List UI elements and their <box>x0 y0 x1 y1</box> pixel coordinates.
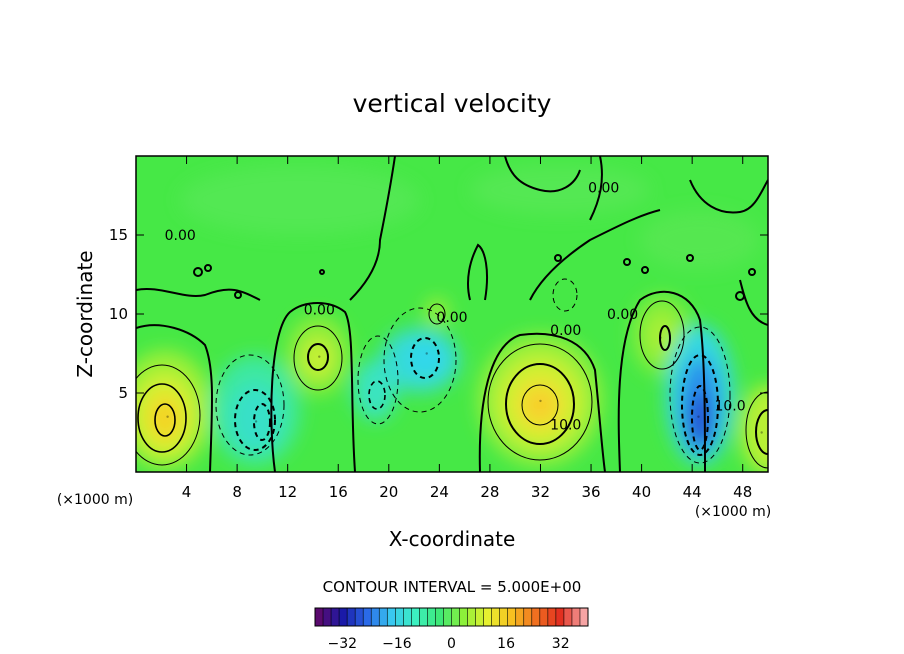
contour-label: 0.00 <box>550 323 581 339</box>
colorbar-swatch <box>323 608 332 626</box>
colorbar-swatch <box>315 608 324 626</box>
x-tick-label: 12 <box>278 483 297 501</box>
colorbar-tick-label: 0 <box>447 636 456 652</box>
x-tick-label: 44 <box>683 483 702 501</box>
x-tick-label: 8 <box>232 483 242 501</box>
colorbar-tick-label: −32 <box>328 636 358 652</box>
colorbar-swatch <box>571 608 581 626</box>
extremum-point <box>368 399 372 403</box>
colorbar-swatch <box>419 608 428 626</box>
extremum-point <box>166 415 169 418</box>
x-unit-left: (×1000 m) <box>57 492 133 508</box>
x-tick-label: 24 <box>430 483 449 501</box>
colorbar-swatch <box>339 608 348 626</box>
colorbar-swatch <box>331 608 340 626</box>
colorbar-swatch <box>555 608 565 626</box>
colorbar-swatch <box>539 608 549 626</box>
x-unit-right: (×1000 m) <box>695 504 771 520</box>
contour-labels: 0.00 0.00 0.00 0.00 0.00 0.00 10.0 10.0 <box>165 181 746 434</box>
x-tick-label: 40 <box>632 483 651 501</box>
x-tick-label: 48 <box>733 483 752 501</box>
contour-label: 0.00 <box>588 181 619 197</box>
x-axis: 4 8 12 16 20 24 28 32 36 40 44 48 <box>182 156 752 501</box>
colorbar-swatch <box>547 608 557 626</box>
colorbar-swatch <box>363 608 372 626</box>
colorbar-swatch <box>491 608 501 626</box>
extremum-point <box>697 415 700 418</box>
extremum-point <box>254 420 258 423</box>
colorbar-swatch <box>563 608 573 626</box>
x-tick-label: 20 <box>379 483 398 501</box>
extremum-point <box>659 336 662 339</box>
colorbar-ticks: −32 −16 0 16 32 <box>328 636 570 652</box>
colorbar-tick-label: −16 <box>382 636 412 652</box>
colorbar-swatch <box>395 608 404 626</box>
x-tick-label: 4 <box>182 483 192 501</box>
y-axis: 5 10 15 <box>109 226 768 402</box>
colorbar-swatch <box>499 608 509 626</box>
colorbar-swatch <box>355 608 364 626</box>
x-tick-label: 28 <box>480 483 499 501</box>
colorbar-swatch <box>579 608 589 626</box>
colorbar-swatch <box>459 608 469 626</box>
colorbar-swatch <box>435 608 444 626</box>
contour-label: 10.0 <box>714 399 745 415</box>
x-axis-label: X-coordinate <box>389 527 516 551</box>
colorbar <box>314 608 589 626</box>
colorbar-swatch <box>507 608 517 626</box>
colorbar-swatch <box>483 608 493 626</box>
chart-title: vertical velocity <box>353 89 552 118</box>
colorbar-swatch <box>467 608 477 626</box>
contour-label: 0.00 <box>165 228 196 244</box>
colorbar-swatch <box>443 608 452 626</box>
contour-label: 0.00 <box>436 310 467 326</box>
extremum-point <box>539 399 542 403</box>
colorbar-swatch <box>523 608 533 626</box>
y-tick-label: 15 <box>109 226 128 244</box>
contour-label: 0.00 <box>607 307 638 323</box>
y-tick-label: 10 <box>109 305 128 323</box>
colorbar-swatch <box>411 608 420 626</box>
colorbar-tick-label: 32 <box>552 636 570 652</box>
colorbar-tick-label: 16 <box>497 636 515 652</box>
extremum-point <box>425 352 428 355</box>
x-tick-label: 32 <box>531 483 550 501</box>
colorbar-swatch <box>475 608 485 626</box>
x-tick-label: 16 <box>329 483 348 501</box>
colorbar-swatch <box>387 608 396 626</box>
y-axis-label: Z-coordinate <box>73 250 97 377</box>
extrema-marks <box>166 336 763 434</box>
x-tick-label: 36 <box>581 483 600 501</box>
contour-label: 0.00 <box>304 302 335 318</box>
y-tick-label: 5 <box>118 384 128 402</box>
colorbar-frame <box>314 607 589 627</box>
colorbar-swatch <box>451 608 461 626</box>
colorbar-swatch <box>515 608 525 626</box>
contour-interval-text: CONTOUR INTERVAL = 5.000E+00 <box>323 578 582 596</box>
colorbar-swatch <box>347 608 356 626</box>
contour-lines <box>136 156 768 472</box>
colorbar-swatch <box>371 608 380 626</box>
colorbar-swatch <box>427 608 436 626</box>
contour-label: 10.0 <box>550 418 581 434</box>
colorbar-swatch <box>403 608 412 626</box>
colorbar-swatch <box>531 608 541 626</box>
colorbar-swatch <box>379 608 388 626</box>
extremum-point <box>760 431 763 434</box>
extremum-point <box>318 355 321 358</box>
